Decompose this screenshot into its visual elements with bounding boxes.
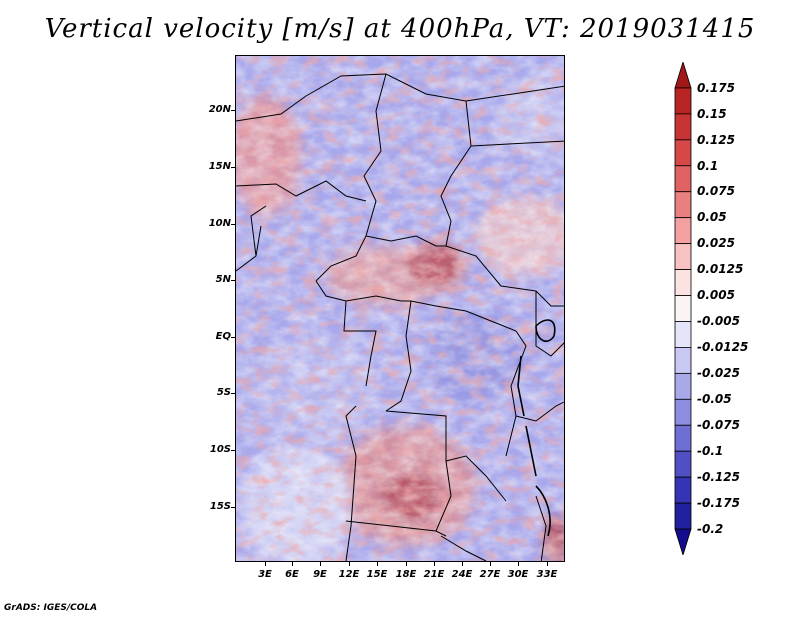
lon-label-3e: 3E (258, 569, 272, 580)
colorbar-segment (674, 139, 692, 167)
colorbar-label: 0.175 (697, 81, 735, 95)
lon-label-6e: 6E (285, 569, 299, 580)
colorbar-segment (674, 165, 692, 193)
colorbar-label: -0.125 (697, 470, 740, 484)
lat-tick (231, 167, 235, 168)
colorbar-segment (674, 87, 692, 115)
lon-label-24e: 24E (451, 569, 473, 580)
lat-label-5s: 5S (216, 387, 231, 398)
lon-tick (518, 562, 519, 566)
lat-label-5n: 5N (215, 274, 231, 285)
lon-label-9e: 9E (313, 569, 327, 580)
lat-label-15s: 15S (209, 501, 231, 512)
colorbar-segment (674, 269, 692, 296)
lon-label-27e: 27E (479, 569, 501, 580)
lon-label-15e: 15E (366, 569, 388, 580)
colorbar-segment (674, 502, 692, 530)
colorbar-segment (674, 476, 692, 504)
country-borders (236, 73, 564, 561)
colorbar-segment (674, 62, 692, 89)
grads-credit: GrADS: IGES/COLA (4, 603, 98, 613)
lat-tick (231, 280, 235, 281)
lon-label-21e: 21E (423, 569, 445, 580)
colorbar-label: -0.0125 (697, 340, 749, 354)
lon-label-12e: 12E (338, 569, 360, 580)
velocity-map (235, 55, 565, 562)
lat-label-10n: 10N (208, 218, 231, 229)
colorbar-label: 0.025 (697, 236, 735, 250)
lon-tick (406, 562, 407, 566)
lon-tick (292, 562, 293, 566)
colorbar-label: -0.075 (697, 418, 740, 432)
lon-tick (490, 562, 491, 566)
lon-tick (462, 562, 463, 566)
lake-outlines (517, 319, 556, 537)
lat-tick (231, 110, 235, 111)
colorbar-label: -0.175 (697, 496, 740, 510)
colorbar (674, 62, 692, 555)
colorbar-segment (674, 424, 692, 452)
colorbar-label: 0.005 (697, 288, 735, 302)
colorbar-segment (674, 372, 692, 400)
lon-label-18e: 18E (395, 569, 417, 580)
colorbar-label: -0.2 (697, 522, 724, 536)
colorbar-segment (674, 450, 692, 478)
lat-tick (231, 393, 235, 394)
lon-tick (265, 562, 266, 566)
colorbar-label: -0.05 (697, 392, 732, 406)
colorbar-label: 0.075 (697, 184, 735, 198)
colorbar-label: 0.15 (697, 107, 727, 121)
lat-tick (231, 450, 235, 451)
colorbar-label: 0.05 (697, 210, 727, 224)
lon-tick (320, 562, 321, 566)
colorbar-label: -0.1 (697, 444, 724, 458)
lon-label-33e: 33E (536, 569, 558, 580)
lat-tick (231, 337, 235, 338)
colorbar-segment (674, 113, 692, 141)
colorbar-label: 0.1 (697, 159, 719, 173)
colorbar-segment (674, 217, 692, 245)
lat-label-20n: 20N (208, 104, 231, 115)
colorbar-segment (674, 321, 692, 348)
colorbar-segment (674, 398, 692, 426)
map-title: Vertical velocity [m/s] at 400hPa, VT: 2… (44, 14, 756, 44)
colorbar-segment (674, 295, 692, 322)
colorbar-segment (674, 528, 692, 555)
lat-tick (231, 224, 235, 225)
colorbar-label: 0.125 (697, 133, 735, 147)
lon-tick (377, 562, 378, 566)
lat-label-15n: 15N (208, 161, 231, 172)
colorbar-label: 0.0125 (697, 262, 744, 276)
colorbar-label: -0.005 (697, 314, 740, 328)
lon-label-30e: 30E (507, 569, 529, 580)
velocity-field (236, 56, 564, 561)
colorbar-segment (674, 191, 692, 219)
lon-tick (434, 562, 435, 566)
colorbar-segment (674, 347, 692, 374)
lat-label-10s: 10S (209, 444, 231, 455)
lat-tick (231, 507, 235, 508)
colorbar-segment (674, 243, 692, 270)
lon-tick (547, 562, 548, 566)
lon-tick (349, 562, 350, 566)
colorbar-label: -0.025 (697, 366, 740, 380)
lat-label-eq: EQ (215, 331, 231, 342)
